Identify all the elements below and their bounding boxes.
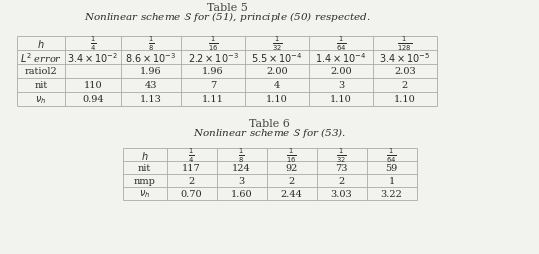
Text: 1.96: 1.96 (140, 67, 162, 76)
Text: 3.03: 3.03 (330, 189, 353, 198)
Text: nit: nit (34, 81, 47, 90)
Text: $\frac{1}{4}$: $\frac{1}{4}$ (90, 35, 96, 53)
Text: 7: 7 (210, 81, 216, 90)
Text: 3: 3 (338, 81, 344, 90)
Text: $\frac{1}{64}$: $\frac{1}{64}$ (336, 35, 347, 53)
Text: 2: 2 (188, 176, 195, 185)
Text: $\nu_h$: $\nu_h$ (139, 188, 150, 200)
Text: $3.4 \times 10^{-2}$: $3.4 \times 10^{-2}$ (67, 51, 119, 65)
Text: $L^2$ error: $L^2$ error (20, 51, 62, 65)
Text: 92: 92 (285, 163, 298, 172)
Text: 2.00: 2.00 (266, 67, 288, 76)
Text: $\frac{1}{128}$: $\frac{1}{128}$ (397, 35, 412, 53)
Text: 1.60: 1.60 (231, 189, 252, 198)
Text: $8.6 \times 10^{-3}$: $8.6 \times 10^{-3}$ (125, 51, 177, 65)
Text: $\frac{1}{8}$: $\frac{1}{8}$ (148, 35, 154, 53)
Text: 2.00: 2.00 (330, 67, 352, 76)
Text: 1: 1 (389, 176, 395, 185)
Text: nmp: nmp (134, 176, 155, 185)
Text: 0.94: 0.94 (82, 95, 104, 104)
Text: $\frac{1}{4}$: $\frac{1}{4}$ (188, 146, 195, 164)
Text: $\frac{1}{8}$: $\frac{1}{8}$ (238, 146, 245, 164)
Text: Table 6: Table 6 (249, 119, 290, 129)
Text: 4: 4 (274, 81, 280, 90)
Text: ratiol2: ratiol2 (25, 67, 57, 76)
Text: 1.10: 1.10 (330, 95, 352, 104)
Text: 43: 43 (145, 81, 157, 90)
Text: 2.03: 2.03 (394, 67, 416, 76)
Text: 124: 124 (232, 163, 251, 172)
Text: $\nu_h$: $\nu_h$ (36, 94, 47, 105)
Text: 3: 3 (238, 176, 245, 185)
Text: $\frac{1}{32}$: $\frac{1}{32}$ (336, 146, 347, 164)
Text: Table 5: Table 5 (206, 3, 247, 13)
Text: 2: 2 (288, 176, 295, 185)
Text: $1.4 \times 10^{-4}$: $1.4 \times 10^{-4}$ (315, 51, 367, 65)
Text: 59: 59 (385, 163, 398, 172)
Text: 1.10: 1.10 (394, 95, 416, 104)
Text: 2.44: 2.44 (281, 189, 302, 198)
Text: Nonlinear scheme $\mathcal{S}$ for (51), principle (50) respected.: Nonlinear scheme $\mathcal{S}$ for (51),… (84, 10, 370, 24)
Text: $\frac{1}{16}$: $\frac{1}{16}$ (286, 146, 297, 164)
Text: 73: 73 (335, 163, 348, 172)
Text: $2.2 \times 10^{-3}$: $2.2 \times 10^{-3}$ (188, 51, 238, 65)
Text: $3.4 \times 10^{-5}$: $3.4 \times 10^{-5}$ (379, 51, 431, 65)
Text: 2: 2 (402, 81, 408, 90)
Text: 0.70: 0.70 (181, 189, 202, 198)
Text: $\frac{1}{64}$: $\frac{1}{64}$ (386, 146, 397, 164)
Text: 1.10: 1.10 (266, 95, 288, 104)
Text: nit: nit (138, 163, 151, 172)
Text: $5.5 \times 10^{-4}$: $5.5 \times 10^{-4}$ (251, 51, 303, 65)
Text: $\frac{1}{32}$: $\frac{1}{32}$ (272, 35, 282, 53)
Text: Nonlinear scheme $\mathcal{S}$ for (53).: Nonlinear scheme $\mathcal{S}$ for (53). (193, 125, 346, 139)
Text: 3.22: 3.22 (381, 189, 403, 198)
Text: $h$: $h$ (141, 149, 148, 161)
Text: $\frac{1}{16}$: $\frac{1}{16}$ (208, 35, 218, 53)
Text: 1.13: 1.13 (140, 95, 162, 104)
Text: 110: 110 (84, 81, 102, 90)
Text: 1.11: 1.11 (202, 95, 224, 104)
Text: 1.96: 1.96 (202, 67, 224, 76)
Text: 2: 2 (338, 176, 344, 185)
Text: 117: 117 (182, 163, 201, 172)
Text: $h$: $h$ (37, 38, 45, 50)
